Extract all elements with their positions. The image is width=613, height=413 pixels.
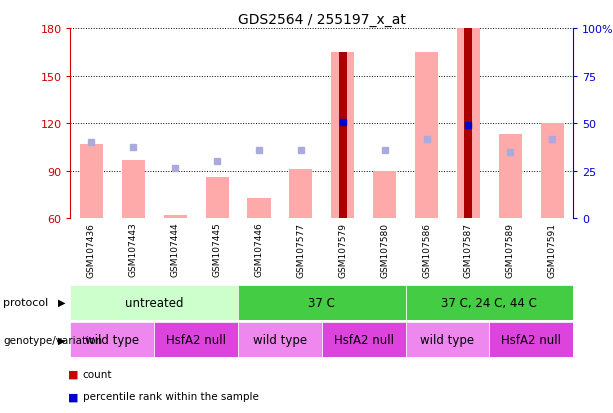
- Bar: [70, 322, 154, 357]
- Bar: [289, 170, 313, 219]
- Text: genotype/variation: genotype/variation: [3, 335, 102, 345]
- Bar: [457, 29, 480, 219]
- Bar: [205, 178, 229, 219]
- Bar: [373, 171, 396, 219]
- Text: 37 C, 24 C, 44 C: 37 C, 24 C, 44 C: [441, 296, 538, 309]
- Text: GSM107580: GSM107580: [380, 222, 389, 277]
- Text: wild type: wild type: [421, 333, 474, 346]
- Bar: [322, 322, 406, 357]
- Text: ■: ■: [68, 369, 79, 379]
- Text: ▶: ▶: [58, 335, 66, 345]
- Text: GSM107579: GSM107579: [338, 222, 348, 277]
- Text: GSM107577: GSM107577: [296, 222, 305, 277]
- Text: GSM107436: GSM107436: [87, 222, 96, 277]
- Text: 37 C: 37 C: [308, 296, 335, 309]
- Bar: [154, 322, 238, 357]
- Text: GSM107446: GSM107446: [254, 222, 264, 277]
- Text: count: count: [83, 369, 112, 379]
- Bar: [80, 145, 103, 219]
- Text: GSM107591: GSM107591: [547, 222, 557, 277]
- Bar: [406, 322, 489, 357]
- Bar: [248, 198, 270, 219]
- Text: untreated: untreated: [125, 296, 183, 309]
- Text: wild type: wild type: [253, 333, 307, 346]
- Bar: [339, 53, 347, 219]
- Text: protocol: protocol: [3, 297, 48, 308]
- Bar: [238, 285, 406, 320]
- Bar: [406, 285, 573, 320]
- Bar: [499, 135, 522, 219]
- Bar: [541, 124, 564, 219]
- Bar: [331, 53, 354, 219]
- Text: GSM107444: GSM107444: [170, 222, 180, 277]
- Bar: [238, 322, 322, 357]
- Bar: [489, 322, 573, 357]
- Text: GSM107586: GSM107586: [422, 222, 431, 277]
- Bar: [415, 53, 438, 219]
- Bar: [164, 216, 187, 219]
- Text: GSM107589: GSM107589: [506, 222, 515, 277]
- Title: GDS2564 / 255197_x_at: GDS2564 / 255197_x_at: [238, 12, 406, 26]
- Text: GSM107587: GSM107587: [464, 222, 473, 277]
- Text: GSM107445: GSM107445: [213, 222, 222, 277]
- Text: HsfA2 null: HsfA2 null: [333, 333, 394, 346]
- Text: HsfA2 null: HsfA2 null: [501, 333, 562, 346]
- Text: GSM107443: GSM107443: [129, 222, 138, 277]
- Bar: [465, 29, 473, 219]
- Text: percentile rank within the sample: percentile rank within the sample: [83, 392, 259, 401]
- Text: HsfA2 null: HsfA2 null: [166, 333, 226, 346]
- Text: wild type: wild type: [85, 333, 139, 346]
- Bar: [122, 160, 145, 219]
- Bar: [70, 285, 238, 320]
- Text: ▶: ▶: [58, 297, 66, 308]
- Text: ■: ■: [68, 392, 79, 401]
